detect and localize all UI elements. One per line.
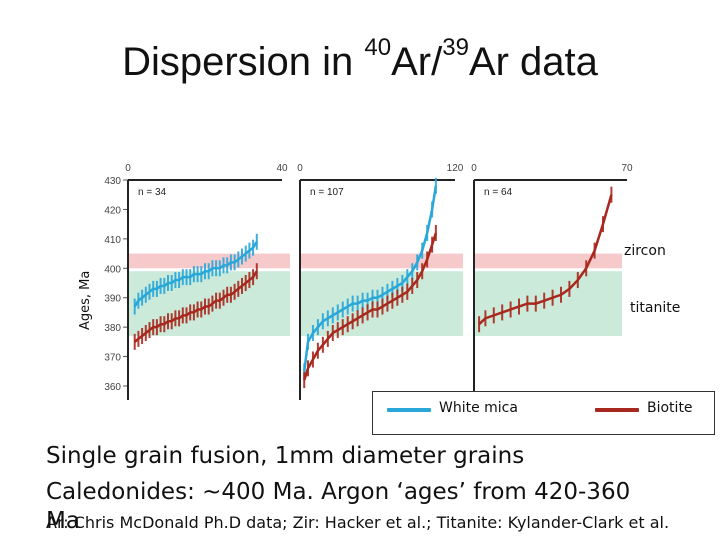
y-tick-label: 380 xyxy=(104,323,121,334)
y-tick-label: 410 xyxy=(104,235,121,246)
x-tick-label: 70 xyxy=(621,163,633,174)
y-tick-label: 400 xyxy=(104,264,121,275)
legend-biotite-label: Biotite xyxy=(647,400,693,416)
y-tick-label: 430 xyxy=(104,176,121,187)
x-tick-label: 120 xyxy=(447,163,464,174)
y-tick-label: 390 xyxy=(104,294,121,305)
data-credit: Ar: Chris McDonald Ph.D data; Zir: Hacke… xyxy=(46,513,670,532)
caption-line-2: Caledonides: ~400 Ma. Argon ‘ages’ from … xyxy=(46,479,631,505)
legend-white-mica-swatch xyxy=(387,408,431,412)
series-line-white-mica xyxy=(303,185,438,372)
x-tick-label: 0 xyxy=(297,163,303,174)
sample-count-label: n = 34 xyxy=(138,187,167,198)
y-tick-label: 370 xyxy=(104,353,121,364)
x-tick-label: 0 xyxy=(471,163,477,174)
zircon-band-label: zircon xyxy=(624,243,666,259)
titanite-band-label: titanite xyxy=(630,300,681,316)
sample-count-label: n = 107 xyxy=(310,187,344,198)
x-tick-label: 0 xyxy=(125,163,131,174)
y-tick-label: 360 xyxy=(104,382,121,393)
titanite-band xyxy=(474,271,622,336)
caption-overlap-unit: Ma xyxy=(46,508,80,534)
series-line-biotite xyxy=(478,194,613,326)
legend-biotite-swatch xyxy=(595,408,639,412)
slide-title: Dispersion in 40Ar/39Ar data xyxy=(122,34,598,85)
legend-white-mica-label: White mica xyxy=(439,400,518,416)
legend: White mica Biotite xyxy=(372,391,715,435)
zircon-band xyxy=(300,253,463,269)
x-tick-label: 40 xyxy=(276,163,288,174)
y-tick-label: 420 xyxy=(104,205,121,216)
series-line-biotite xyxy=(133,270,258,343)
series-line-biotite xyxy=(303,232,438,381)
caption-line-1: Single grain fusion, 1mm diameter grains xyxy=(46,443,525,469)
sample-count-label: n = 64 xyxy=(484,187,513,198)
series-line-white-mica xyxy=(133,241,258,308)
zircon-band xyxy=(474,253,622,269)
